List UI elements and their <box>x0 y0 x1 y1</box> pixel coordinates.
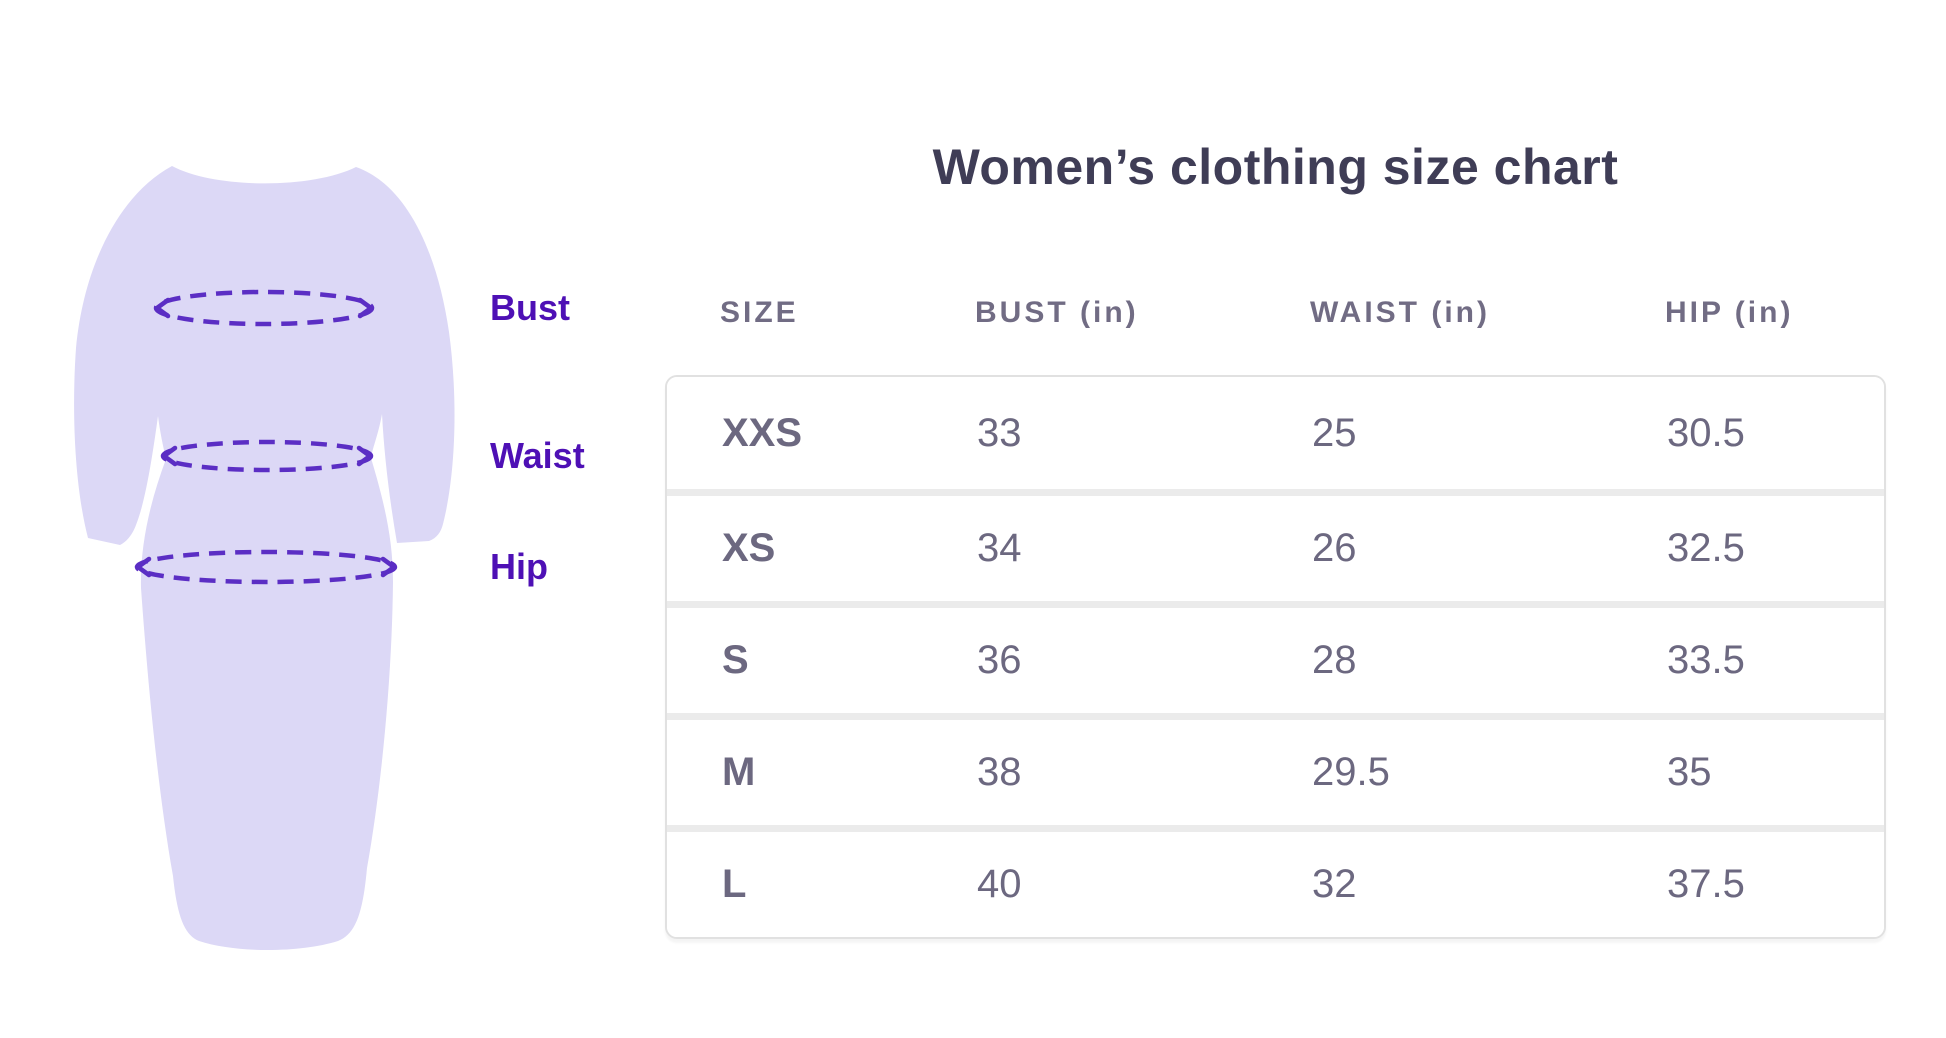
waist-cell: 32 <box>1312 862 1357 906</box>
table-row-m: M 38 29.5 35 <box>667 713 1884 825</box>
waist-ellipse-left-arrow <box>161 445 178 467</box>
table-row-xxs: XXS 33 25 30.5 <box>667 377 1884 489</box>
waist-ellipse-right-arrow <box>356 445 373 467</box>
waist-cell: 29.5 <box>1312 750 1390 794</box>
hip-ellipse-right-arrow <box>380 556 397 578</box>
size-cell: XXS <box>722 410 803 455</box>
size-cell: S <box>722 638 749 682</box>
page-title: Women’s clothing size chart <box>932 139 1619 195</box>
size-cell: L <box>722 862 747 906</box>
bust-ellipse-left-arrow <box>154 297 171 319</box>
bust-cell: 40 <box>977 862 1022 906</box>
bust-label: Bust <box>490 287 570 328</box>
size-table-header-row: SIZE BUST (in) WAIST (in) HIP (in) <box>665 296 1886 330</box>
hip-cell: 37.5 <box>1667 862 1745 906</box>
dress-silhouette <box>74 166 455 950</box>
hip-label: Hip <box>490 546 548 587</box>
size-table: XXS 33 25 30.5 XS 34 26 32.5 S 36 28 33.… <box>665 375 1886 939</box>
hip-cell: 32.5 <box>1667 526 1745 570</box>
size-cell: XS <box>722 526 776 570</box>
size-cell: M <box>722 750 756 794</box>
column-header-bust: BUST (in) <box>975 296 1139 329</box>
waist-cell: 25 <box>1312 410 1357 455</box>
bust-cell: 36 <box>977 638 1022 682</box>
hip-cell: 30.5 <box>1667 410 1745 455</box>
hip-cell: 33.5 <box>1667 638 1745 682</box>
bust-cell: 38 <box>977 750 1022 794</box>
column-header-hip: HIP (in) <box>1665 296 1794 329</box>
bust-cell: 33 <box>977 410 1022 455</box>
waist-cell: 28 <box>1312 638 1357 682</box>
table-row-l: L 40 32 37.5 <box>667 825 1884 937</box>
table-row-s: S 36 28 33.5 <box>667 601 1884 713</box>
table-row-xs: XS 34 26 32.5 <box>667 489 1884 601</box>
column-header-size: SIZE <box>720 296 799 329</box>
bust-ellipse-right-arrow <box>357 297 374 319</box>
hip-ellipse-left-arrow <box>135 556 152 578</box>
column-header-waist: WAIST (in) <box>1310 296 1490 329</box>
bust-cell: 34 <box>977 526 1022 570</box>
hip-cell: 35 <box>1667 750 1712 794</box>
waist-label: Waist <box>490 435 585 476</box>
dress-illustration <box>74 166 455 950</box>
waist-cell: 26 <box>1312 526 1357 570</box>
